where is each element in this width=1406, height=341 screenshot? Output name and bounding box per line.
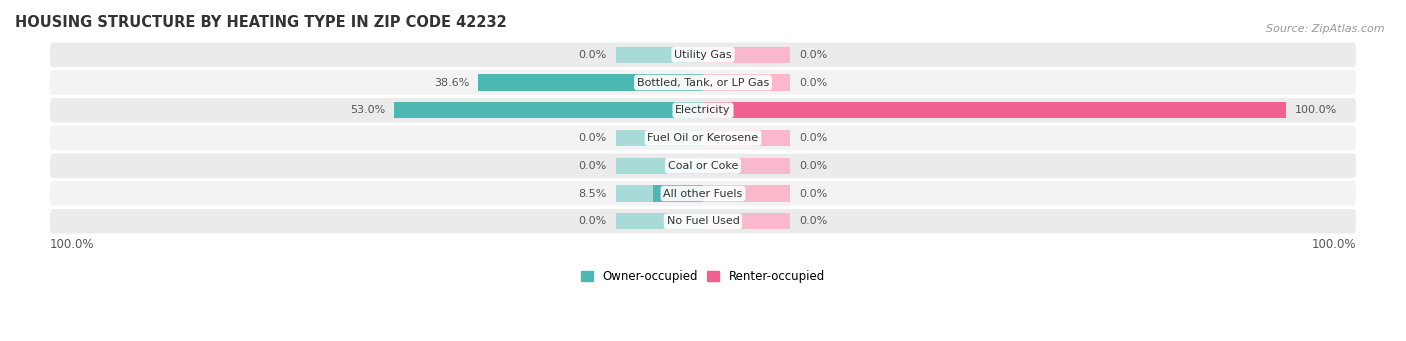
Text: 0.0%: 0.0% (799, 133, 828, 143)
Text: All other Fuels: All other Fuels (664, 189, 742, 198)
FancyBboxPatch shape (51, 98, 1355, 122)
Text: 100.0%: 100.0% (51, 238, 94, 251)
Bar (478, 74, 703, 91)
Text: 0.0%: 0.0% (799, 77, 828, 88)
Text: 0.0%: 0.0% (799, 216, 828, 226)
Bar (654, 186, 703, 202)
Text: Fuel Oil or Kerosene: Fuel Oil or Kerosene (647, 133, 759, 143)
Legend: Owner-occupied, Renter-occupied: Owner-occupied, Renter-occupied (576, 266, 830, 288)
Text: 100.0%: 100.0% (1312, 238, 1355, 251)
Bar (703, 102, 1286, 118)
Text: 0.0%: 0.0% (578, 216, 607, 226)
Bar (394, 102, 703, 118)
Bar (394, 102, 703, 118)
FancyBboxPatch shape (51, 153, 1355, 178)
Text: 0.0%: 0.0% (799, 189, 828, 198)
Bar (616, 47, 703, 63)
Text: Electricity: Electricity (675, 105, 731, 115)
Text: 0.0%: 0.0% (578, 161, 607, 171)
Text: 53.0%: 53.0% (350, 105, 385, 115)
Bar (703, 102, 1286, 118)
FancyBboxPatch shape (51, 70, 1355, 95)
FancyBboxPatch shape (51, 209, 1355, 234)
Bar (478, 74, 703, 91)
Text: 0.0%: 0.0% (799, 161, 828, 171)
Text: 0.0%: 0.0% (799, 50, 828, 60)
FancyBboxPatch shape (51, 181, 1355, 206)
Bar (703, 74, 790, 91)
Text: 8.5%: 8.5% (578, 189, 607, 198)
Text: HOUSING STRUCTURE BY HEATING TYPE IN ZIP CODE 42232: HOUSING STRUCTURE BY HEATING TYPE IN ZIP… (15, 15, 506, 30)
Text: Coal or Coke: Coal or Coke (668, 161, 738, 171)
Bar (616, 186, 703, 202)
Text: Utility Gas: Utility Gas (675, 50, 731, 60)
Bar (616, 213, 703, 229)
Text: 0.0%: 0.0% (578, 50, 607, 60)
Text: Source: ZipAtlas.com: Source: ZipAtlas.com (1267, 24, 1385, 34)
Text: 0.0%: 0.0% (578, 133, 607, 143)
Text: 38.6%: 38.6% (434, 77, 470, 88)
FancyBboxPatch shape (51, 43, 1355, 67)
Bar (616, 130, 703, 146)
Bar (703, 213, 790, 229)
Bar (703, 130, 790, 146)
Text: Bottled, Tank, or LP Gas: Bottled, Tank, or LP Gas (637, 77, 769, 88)
Bar (703, 158, 790, 174)
Text: No Fuel Used: No Fuel Used (666, 216, 740, 226)
Bar (703, 186, 790, 202)
Text: 100.0%: 100.0% (1295, 105, 1337, 115)
Bar (703, 47, 790, 63)
FancyBboxPatch shape (51, 126, 1355, 150)
Bar (616, 158, 703, 174)
